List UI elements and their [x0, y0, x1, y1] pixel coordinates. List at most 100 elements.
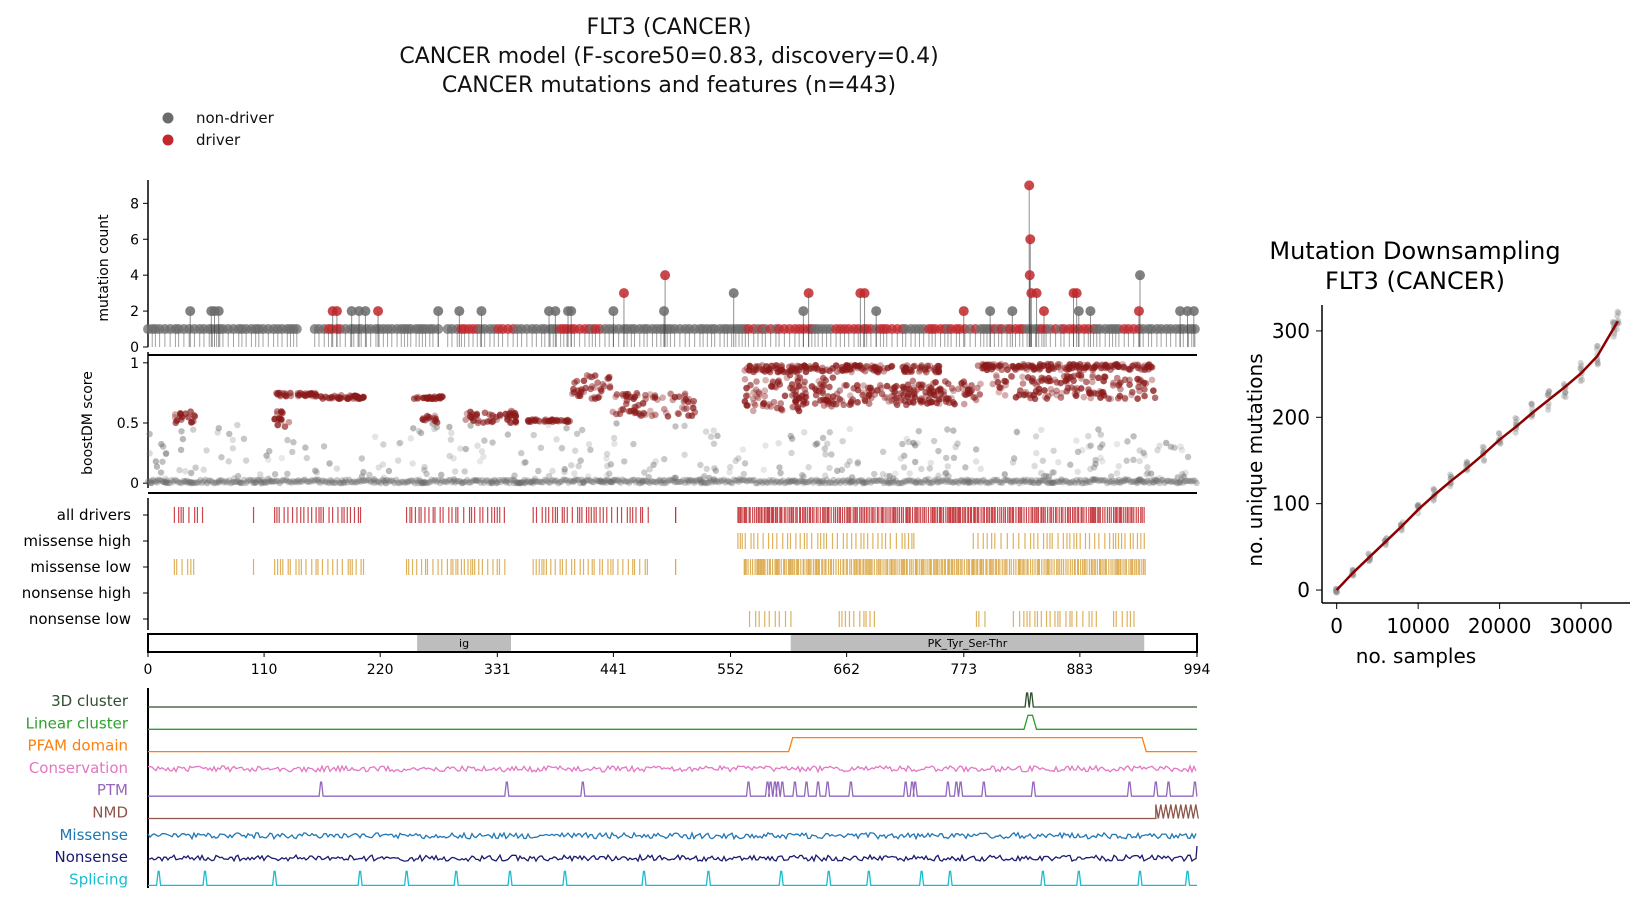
non-driver-score-point [215, 479, 223, 486]
non-driver-score-point [359, 477, 366, 484]
non-driver-score-point [766, 477, 773, 484]
feature-label-Missense: Missense [59, 826, 128, 844]
driver-score-point [425, 395, 432, 402]
non-driver-score-point [549, 467, 556, 475]
driver-score-point [588, 395, 596, 402]
driver-score-point [1095, 374, 1102, 382]
non-driver-score-point [582, 477, 589, 485]
non-driver-score-point [723, 477, 731, 485]
track-label-nonsense-low: nonsense low [29, 610, 131, 628]
non-driver-score-point [344, 479, 351, 486]
driver-score-point [854, 399, 861, 406]
non-driver-score-point [171, 476, 179, 484]
driver-score-point [306, 390, 313, 398]
driver-score-point [941, 378, 949, 385]
driver-score-point [840, 401, 847, 409]
non-driver-score-point [674, 478, 682, 485]
non-driver-score-point [722, 479, 729, 486]
driver-point [1071, 288, 1082, 299]
non-driver-score-point [242, 479, 250, 487]
non-driver-score-point [366, 471, 373, 478]
non-driver-score-point [685, 479, 692, 486]
non-driver-score-point [152, 458, 160, 465]
driver-score-point [989, 380, 997, 388]
non-driver-score-point [913, 479, 920, 486]
non-driver-score-point [741, 460, 749, 467]
driver-score-point [1141, 392, 1148, 400]
driver-score-point [331, 392, 338, 400]
non-driver-score-point [407, 435, 415, 442]
driver-score-point [801, 378, 808, 386]
driver-score-point [616, 410, 624, 418]
driver-score-point [1012, 366, 1019, 374]
driver-score-point [844, 362, 852, 370]
non-driver-score-point [732, 457, 739, 465]
non-driver-score-point [705, 479, 712, 486]
non-driver-score-point [962, 477, 969, 485]
non-driver-score-point [894, 479, 901, 487]
non-driver-score-point [710, 440, 718, 447]
non-driver-score-point [596, 478, 604, 485]
non-driver-score-point [1097, 476, 1104, 484]
non-driver-score-point [465, 479, 473, 486]
driver-score-point [470, 417, 477, 424]
non-driver-score-point [492, 477, 500, 485]
driver-score-point [681, 390, 689, 397]
non-driver-score-point [333, 465, 341, 472]
non-driver-score-point [950, 479, 957, 486]
driver-score-point [1063, 372, 1071, 379]
non-driver-score-point [732, 477, 739, 484]
non-driver-score-point [604, 462, 611, 470]
driver-score-point [922, 388, 929, 396]
driver-score-point [1047, 364, 1055, 372]
non-driver-score-point [413, 476, 420, 484]
driver-score-point [768, 362, 775, 370]
downsampling-xtick-label: 0 [1330, 614, 1343, 638]
non-driver-score-point [153, 463, 161, 470]
non-driver-score-point [544, 478, 552, 486]
non-driver-score-point [1083, 477, 1091, 485]
driver-score-point [741, 376, 749, 383]
non-driver-score-point [1108, 477, 1116, 485]
non-driver-score-point [415, 427, 423, 435]
driver-score-point [808, 383, 816, 390]
non-driver-score-point [1184, 453, 1192, 461]
non-driver-score-point [475, 476, 483, 484]
non-driver-score-point [1097, 431, 1104, 438]
non-driver-score-point [676, 478, 684, 486]
non-driver-score-point [176, 479, 184, 486]
non-driver-score-point [683, 476, 690, 484]
non-driver-score-point [945, 478, 952, 485]
driver-score-point [481, 409, 489, 417]
non-driver-score-point [1135, 476, 1142, 483]
driver-score-point [788, 381, 796, 388]
non-driver-score-point [710, 476, 718, 483]
legend-label-non-driver: non-driver [196, 109, 275, 127]
non-driver-score-point [342, 476, 349, 484]
non-driver-score-point [701, 473, 708, 480]
non-driver-score-point [953, 478, 961, 485]
non-driver-score-point [326, 479, 334, 487]
feature-label-3D-cluster: 3D cluster [51, 692, 129, 710]
non-driver-score-point [854, 459, 862, 466]
non-driver-score-point [828, 451, 835, 458]
downsampling-ytick-label: 300 [1272, 319, 1310, 343]
non-driver-score-point [1102, 477, 1109, 484]
non-driver-score-point [421, 466, 428, 474]
driver-score-point [172, 419, 180, 427]
non-driver-score-point [954, 440, 961, 447]
position-xtick-label: 552 [717, 662, 744, 678]
non-driver-score-point [1043, 478, 1050, 485]
driver-score-point [833, 400, 840, 408]
non-driver-score-point [415, 477, 423, 485]
non-driver-score-point [517, 479, 525, 487]
non-driver-score-point [561, 466, 568, 473]
non-driver-score-point [700, 474, 707, 481]
non-driver-score-point [1124, 438, 1131, 445]
non-driver-score-point [561, 476, 569, 484]
non-driver-score-point [1136, 457, 1143, 465]
non-driver-score-point [1190, 477, 1197, 484]
non-driver-score-point [903, 435, 910, 443]
non-driver-score-point [686, 476, 694, 484]
non-driver-score-point [571, 447, 579, 454]
